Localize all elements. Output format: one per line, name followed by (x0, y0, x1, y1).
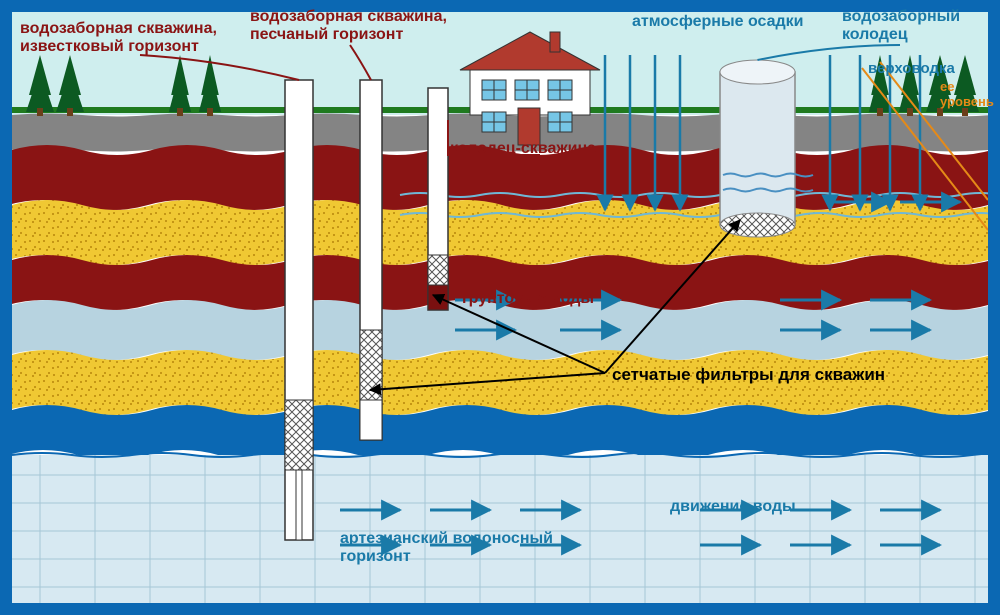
label-orange: ее уровень (940, 80, 994, 110)
filter-bore (428, 255, 448, 285)
label-dug_well_label: водозаборный колодец (842, 8, 960, 45)
label-sandy_well: водозаборная скважина, песчаный горизонт (250, 8, 447, 45)
label-atm: атмосферные осадки (632, 13, 804, 31)
label-flow: движение воды (670, 498, 796, 516)
layer-sand1 (8, 200, 992, 265)
diagram-root: водозаборная скважина, известковый гориз… (0, 0, 1000, 615)
dug-well (720, 72, 795, 225)
label-groundwater: грунтовые воды (462, 290, 594, 308)
label-perched: верховодка (868, 60, 955, 77)
label-artesian_well: водозаборная скважина, известковый гориз… (20, 20, 217, 57)
layer-deepblue (8, 405, 992, 460)
label-artesian_aquifer: артезианский водоносный горизонт (340, 530, 553, 567)
label-well_bore_label: колодец-скважина (450, 140, 596, 158)
filter-dug (720, 213, 795, 237)
layer-bedrock (12, 455, 988, 603)
label-filters: сетчатые фильтры для скважин (612, 365, 885, 385)
